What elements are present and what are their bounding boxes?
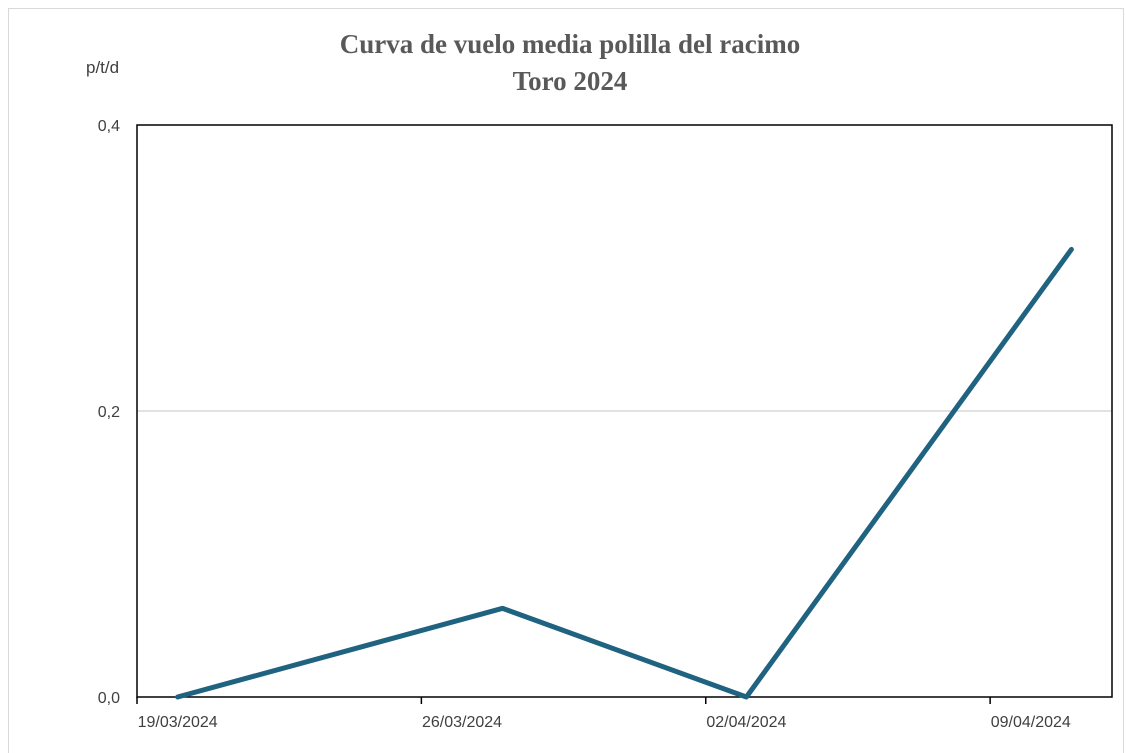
series-line bbox=[178, 249, 1072, 697]
x-tick-label: 02/04/2024 bbox=[706, 714, 786, 731]
x-tick-label: 09/04/2024 bbox=[991, 714, 1071, 731]
y-tick-label: 0,4 bbox=[98, 118, 120, 135]
y-tick-label: 0,0 bbox=[98, 690, 120, 707]
series-layer bbox=[178, 249, 1072, 697]
x-tick-label: 26/03/2024 bbox=[422, 714, 502, 731]
x-axis-tick-labels: 19/03/2024 26/03/2024 02/04/2024 09/04/2024 bbox=[138, 714, 1071, 731]
x-axis-ticks bbox=[137, 697, 990, 704]
y-tick-label: 0,2 bbox=[98, 404, 120, 421]
y-axis-tick-labels: 0,0 0,2 0,4 bbox=[98, 118, 120, 707]
x-tick-label: 19/03/2024 bbox=[138, 714, 218, 731]
